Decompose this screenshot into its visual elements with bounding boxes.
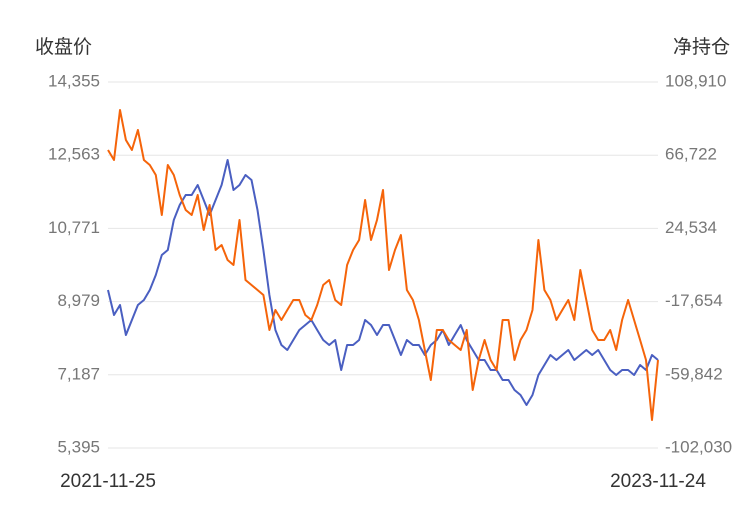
y-tick-label: 5,395 — [57, 437, 100, 456]
y2-tick-label: 66,722 — [665, 145, 717, 164]
y2-tick-label: -59,842 — [665, 364, 723, 383]
y-tick-label: 14,355 — [48, 71, 100, 90]
series-line — [107, 109, 659, 421]
y-tick-label: 12,563 — [48, 145, 100, 164]
series-line — [107, 159, 659, 406]
y2-tick-label: -17,654 — [665, 291, 723, 310]
y-tick-label: 10,771 — [48, 218, 100, 237]
y2-tick-label: 24,534 — [665, 218, 717, 237]
y-tick-label: 8,979 — [57, 291, 100, 310]
y2-tick-label: 108,910 — [665, 71, 726, 90]
y2-axis-title: 净持仓 — [673, 36, 730, 58]
y-axis-title: 收盘价 — [35, 36, 92, 58]
y-tick-label: 7,187 — [57, 364, 100, 383]
x-tick-label: 2023-11-24 — [610, 471, 706, 492]
x-tick-label: 2021-11-25 — [60, 471, 156, 492]
y2-tick-label: -102,030 — [665, 437, 732, 456]
